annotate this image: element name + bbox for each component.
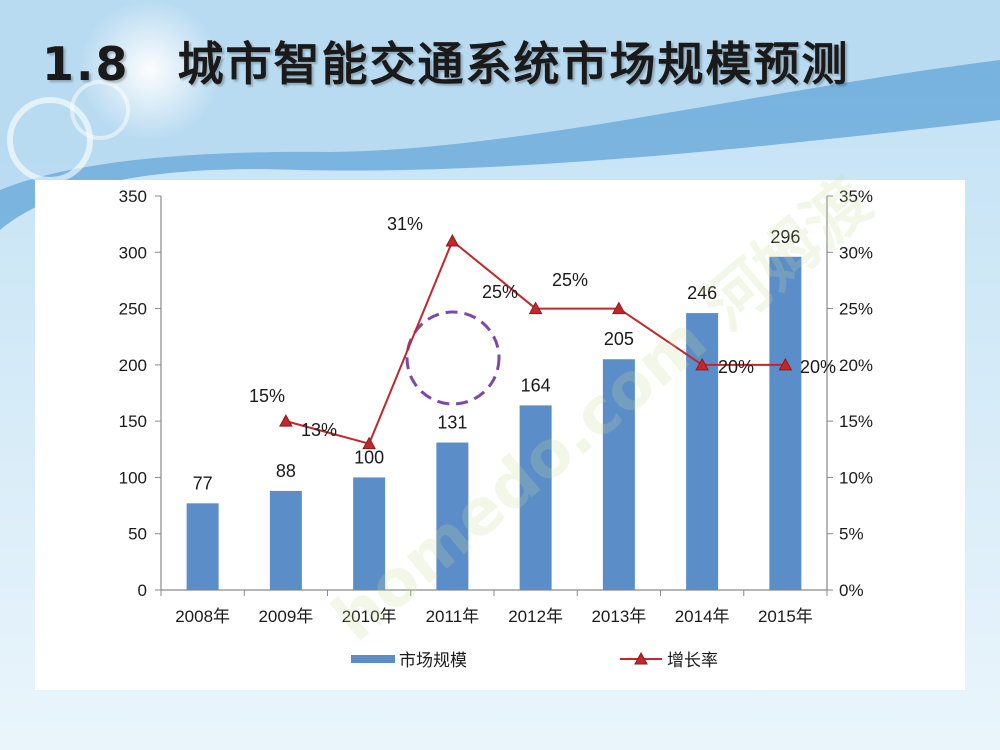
y-right-tick-label: 25% <box>839 300 873 319</box>
y-left-tick-label: 100 <box>119 468 147 487</box>
y-left-tick-label: 200 <box>119 356 147 375</box>
y-left-tick-label: 50 <box>128 525 147 544</box>
bar <box>602 359 635 590</box>
bar-value-label: 77 <box>193 473 213 493</box>
x-tick-label: 2014年 <box>675 607 730 626</box>
bar <box>269 490 302 590</box>
growth-value-label: 13% <box>301 420 337 440</box>
growth-marker <box>612 301 626 315</box>
y-right-tick-label: 0% <box>839 581 864 600</box>
bar-value-label: 88 <box>276 461 296 481</box>
y-right-tick-label: 15% <box>839 412 873 431</box>
y-left-tick-label: 350 <box>119 187 147 206</box>
y-left-tick-label: 0 <box>138 581 147 600</box>
bar-value-label: 205 <box>604 329 634 349</box>
bar-value-label: 131 <box>437 413 467 433</box>
x-tick-label: 2008年 <box>175 607 230 626</box>
bar-value-label: 296 <box>770 227 800 247</box>
growth-value-label: 15% <box>249 386 285 406</box>
y-left-tick-label: 150 <box>119 412 147 431</box>
y-right-tick-label: 35% <box>839 187 873 206</box>
bar <box>769 256 802 590</box>
bar-value-label: 164 <box>521 375 551 395</box>
legend-swatch-bar <box>351 655 395 663</box>
x-tick-label: 2009年 <box>258 607 313 626</box>
bar <box>353 477 386 590</box>
growth-marker <box>279 414 293 427</box>
y-right-tick-label: 30% <box>839 243 873 262</box>
legend-label-bar: 市场规模 <box>399 651 467 670</box>
bar <box>436 442 469 590</box>
growth-value-label: 31% <box>387 214 423 234</box>
y-right-tick-label: 20% <box>839 356 873 375</box>
bar <box>686 313 719 590</box>
y-right-tick-label: 5% <box>839 525 864 544</box>
bar <box>519 405 552 590</box>
growth-marker <box>445 233 460 247</box>
x-tick-label: 2013年 <box>591 607 646 626</box>
x-tick-label: 2011年 <box>426 607 480 626</box>
growth-value-label: 25% <box>552 270 588 290</box>
growth-value-label: 20% <box>800 357 836 377</box>
chart-panel: 0 50 100 150 200 250 300 350 0% 5% 10% 15% 20% 25% 30%… <box>35 180 965 690</box>
y-right-tick-label: 10% <box>839 468 873 487</box>
growth-marker <box>695 357 709 371</box>
bar-value-label: 246 <box>687 283 717 303</box>
annotation-circle <box>405 310 501 406</box>
x-tick-label: 2010年 <box>342 607 397 626</box>
x-tick-label: 2012年 <box>508 607 563 626</box>
y-left-tick-label: 300 <box>119 243 147 262</box>
slide-title: 1.8 城市智能交通系统市场规模预测 <box>42 37 850 91</box>
growth-marker <box>778 357 793 371</box>
bar <box>186 503 219 590</box>
bar-value-label: 100 <box>354 447 384 467</box>
growth-value-label: 25% <box>482 282 518 302</box>
growth-marker <box>362 436 376 450</box>
chart: 0 50 100 150 200 250 300 350 0% 5% 10% 15% 20% 25% 30%… <box>119 187 873 670</box>
legend-label-line: 增长率 <box>667 651 718 670</box>
x-tick-label: 2015年 <box>758 607 813 626</box>
y-left-tick-label: 250 <box>119 300 147 319</box>
growth-marker <box>528 301 543 315</box>
legend-swatch-marker <box>634 651 648 665</box>
growth-value-label: 20% <box>718 357 754 377</box>
